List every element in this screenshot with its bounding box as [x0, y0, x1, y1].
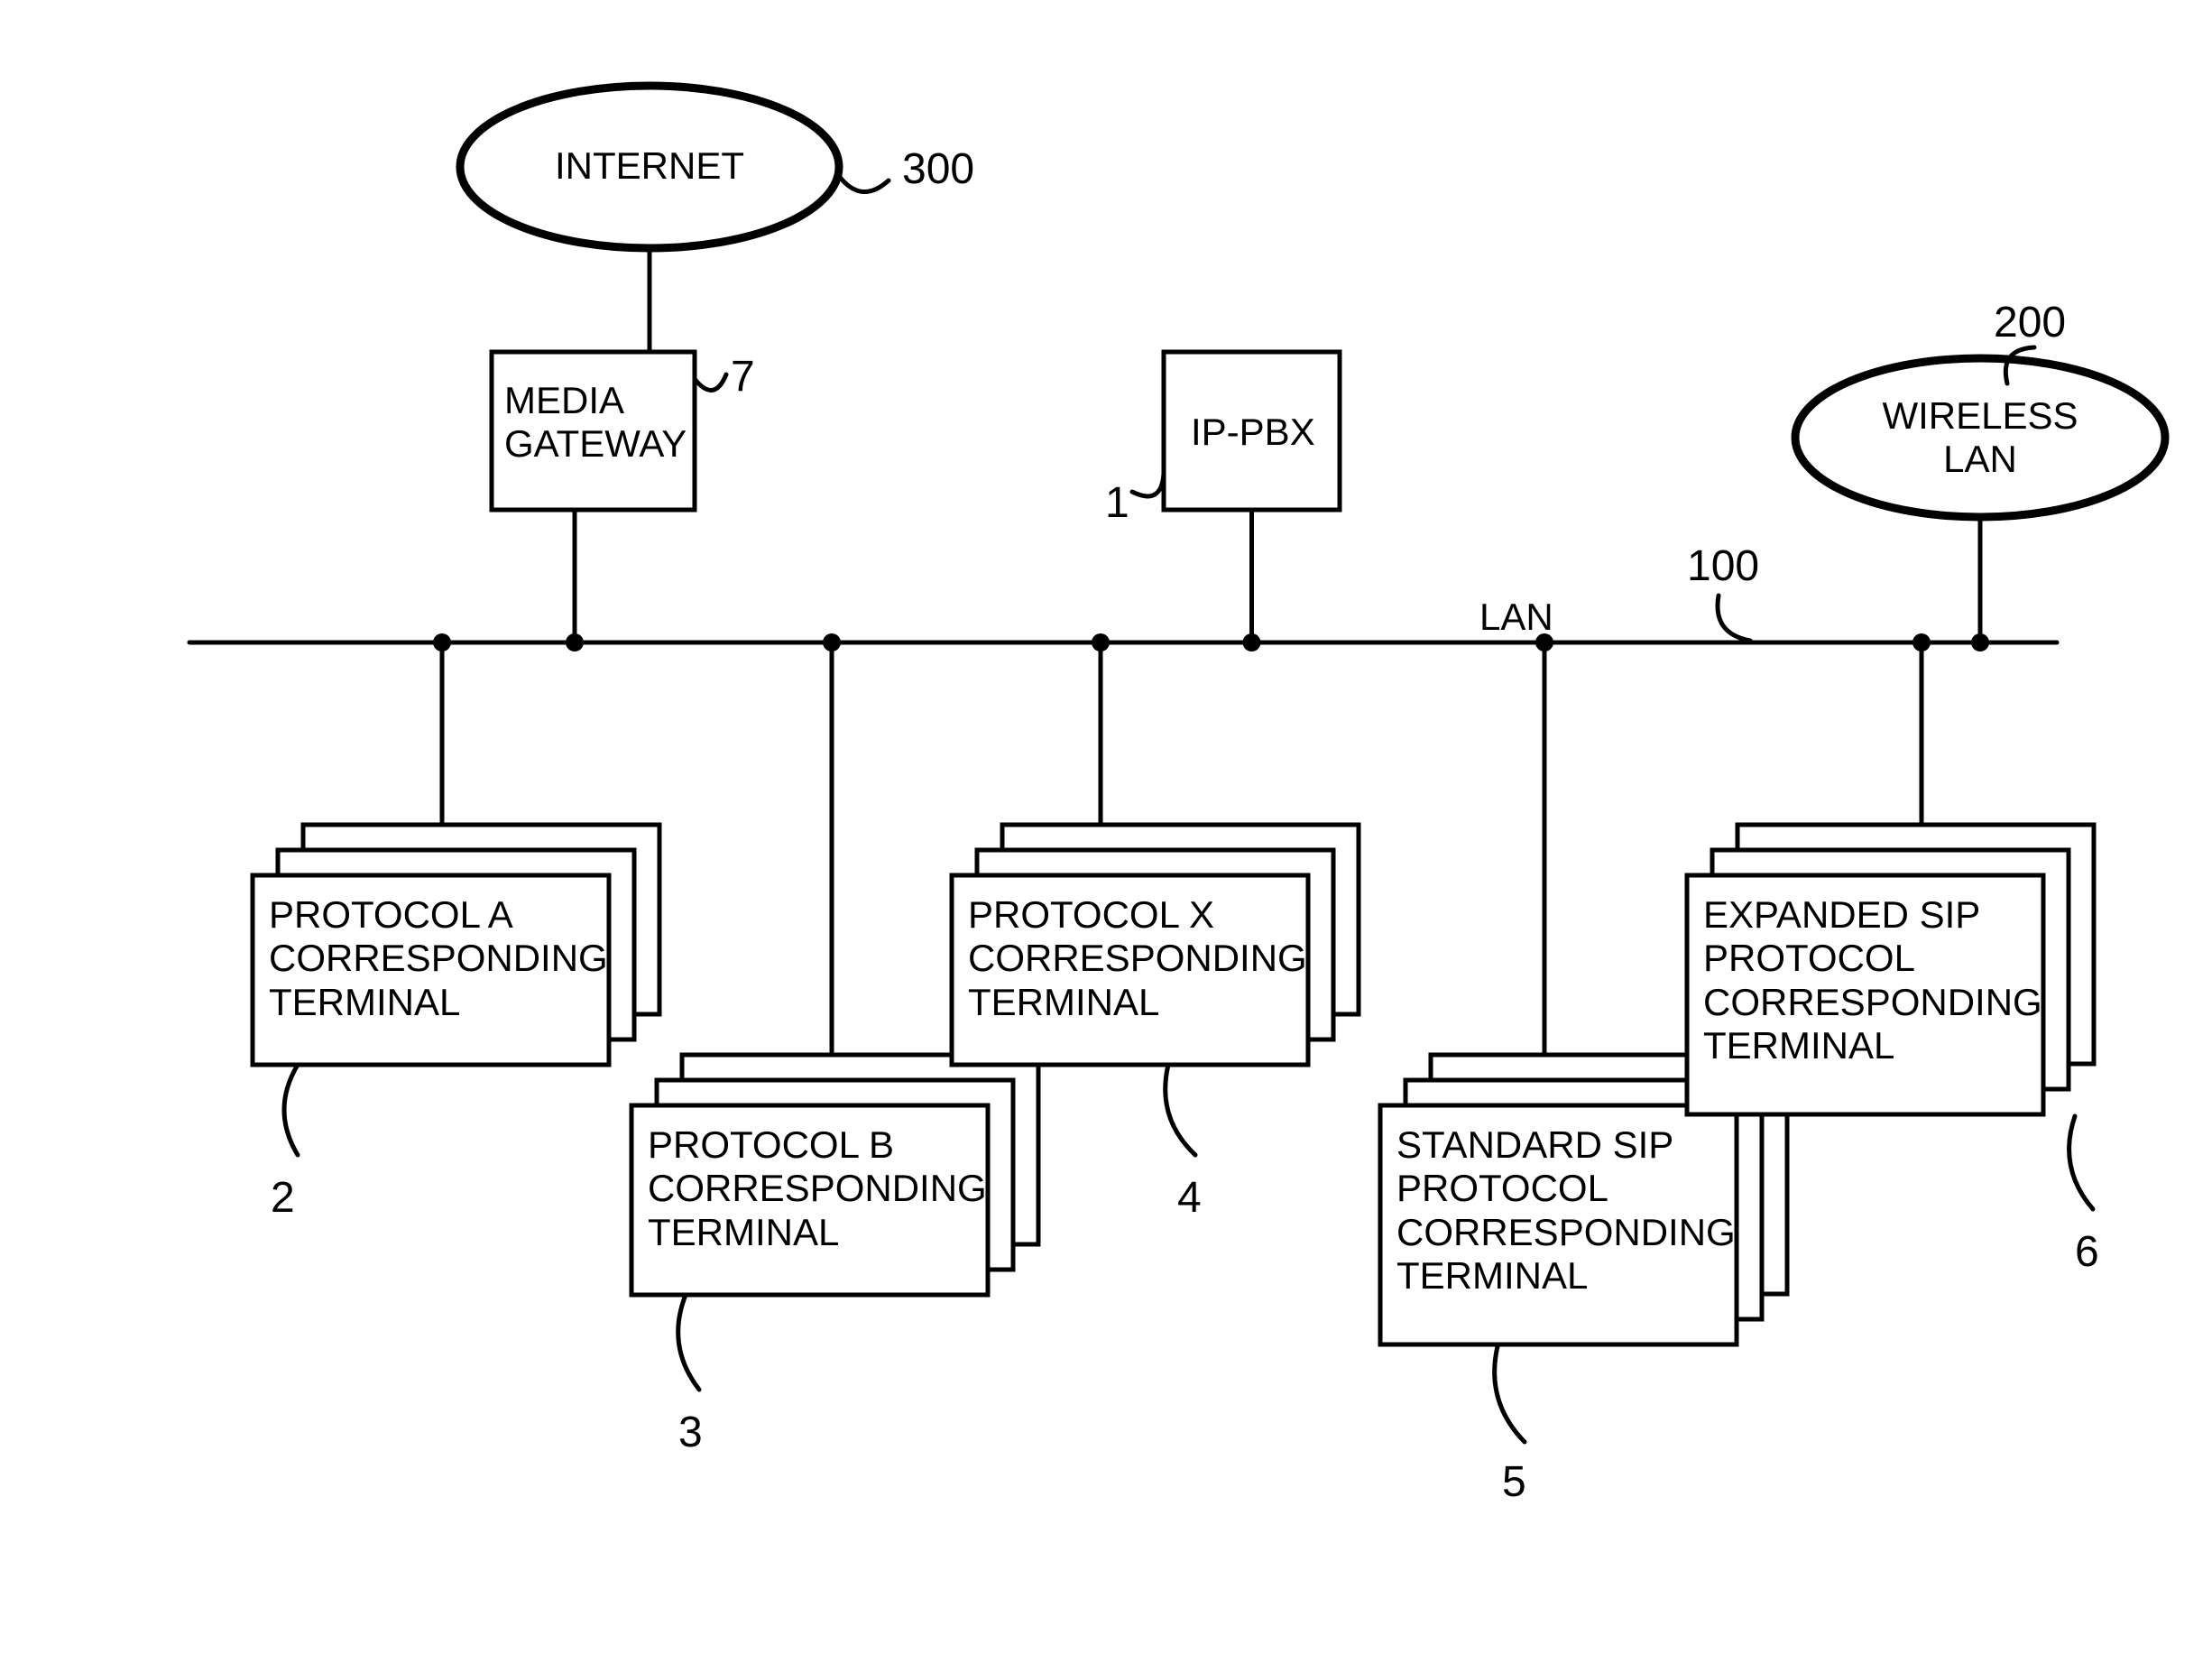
diagram-svg — [0, 0, 2212, 1663]
terminal-stdSip-ref: 5 — [1502, 1457, 1526, 1507]
wlan-label: WIRELESS LAN — [1795, 394, 2165, 482]
terminal-protoB-ref: 3 — [678, 1408, 703, 1457]
ippbx-label: IP-PBX — [1191, 411, 1315, 454]
gateway-label: MEDIA GATEWAY — [504, 379, 687, 467]
terminal-stdSip-label: STANDARD SIP PROTOCOL CORRESPONDING TERM… — [1396, 1123, 1736, 1298]
terminal-protoA-ref: 2 — [271, 1173, 295, 1223]
terminal-expSip-label: EXPANDED SIP PROTOCOL CORRESPONDING TERM… — [1703, 893, 2042, 1067]
terminal-protoB-label: PROTOCOL B CORRESPONDING TERMINAL — [648, 1123, 987, 1254]
terminal-expSip-ref: 6 — [2075, 1227, 2099, 1277]
bus-label: LAN — [1479, 596, 1553, 639]
internet-ref: 300 — [902, 144, 974, 194]
bus-ref: 100 — [1687, 541, 1759, 591]
terminal-protoX-ref: 4 — [1177, 1173, 1202, 1223]
ippbx-ref: 1 — [1105, 478, 1129, 528]
terminal-protoA-label: PROTOCOL A CORRESPONDING TERMINAL — [269, 893, 608, 1024]
internet-label: INTERNET — [460, 144, 839, 188]
wlan-ref: 200 — [1994, 298, 2066, 347]
terminal-protoX-label: PROTOCOL X CORRESPONDING TERMINAL — [968, 893, 1307, 1024]
diagram-stage: LAN 100 INTERNET 300 WIRELESS LAN 200 MEDIA GA… — [0, 0, 2212, 1663]
gateway-ref: 7 — [731, 352, 755, 402]
